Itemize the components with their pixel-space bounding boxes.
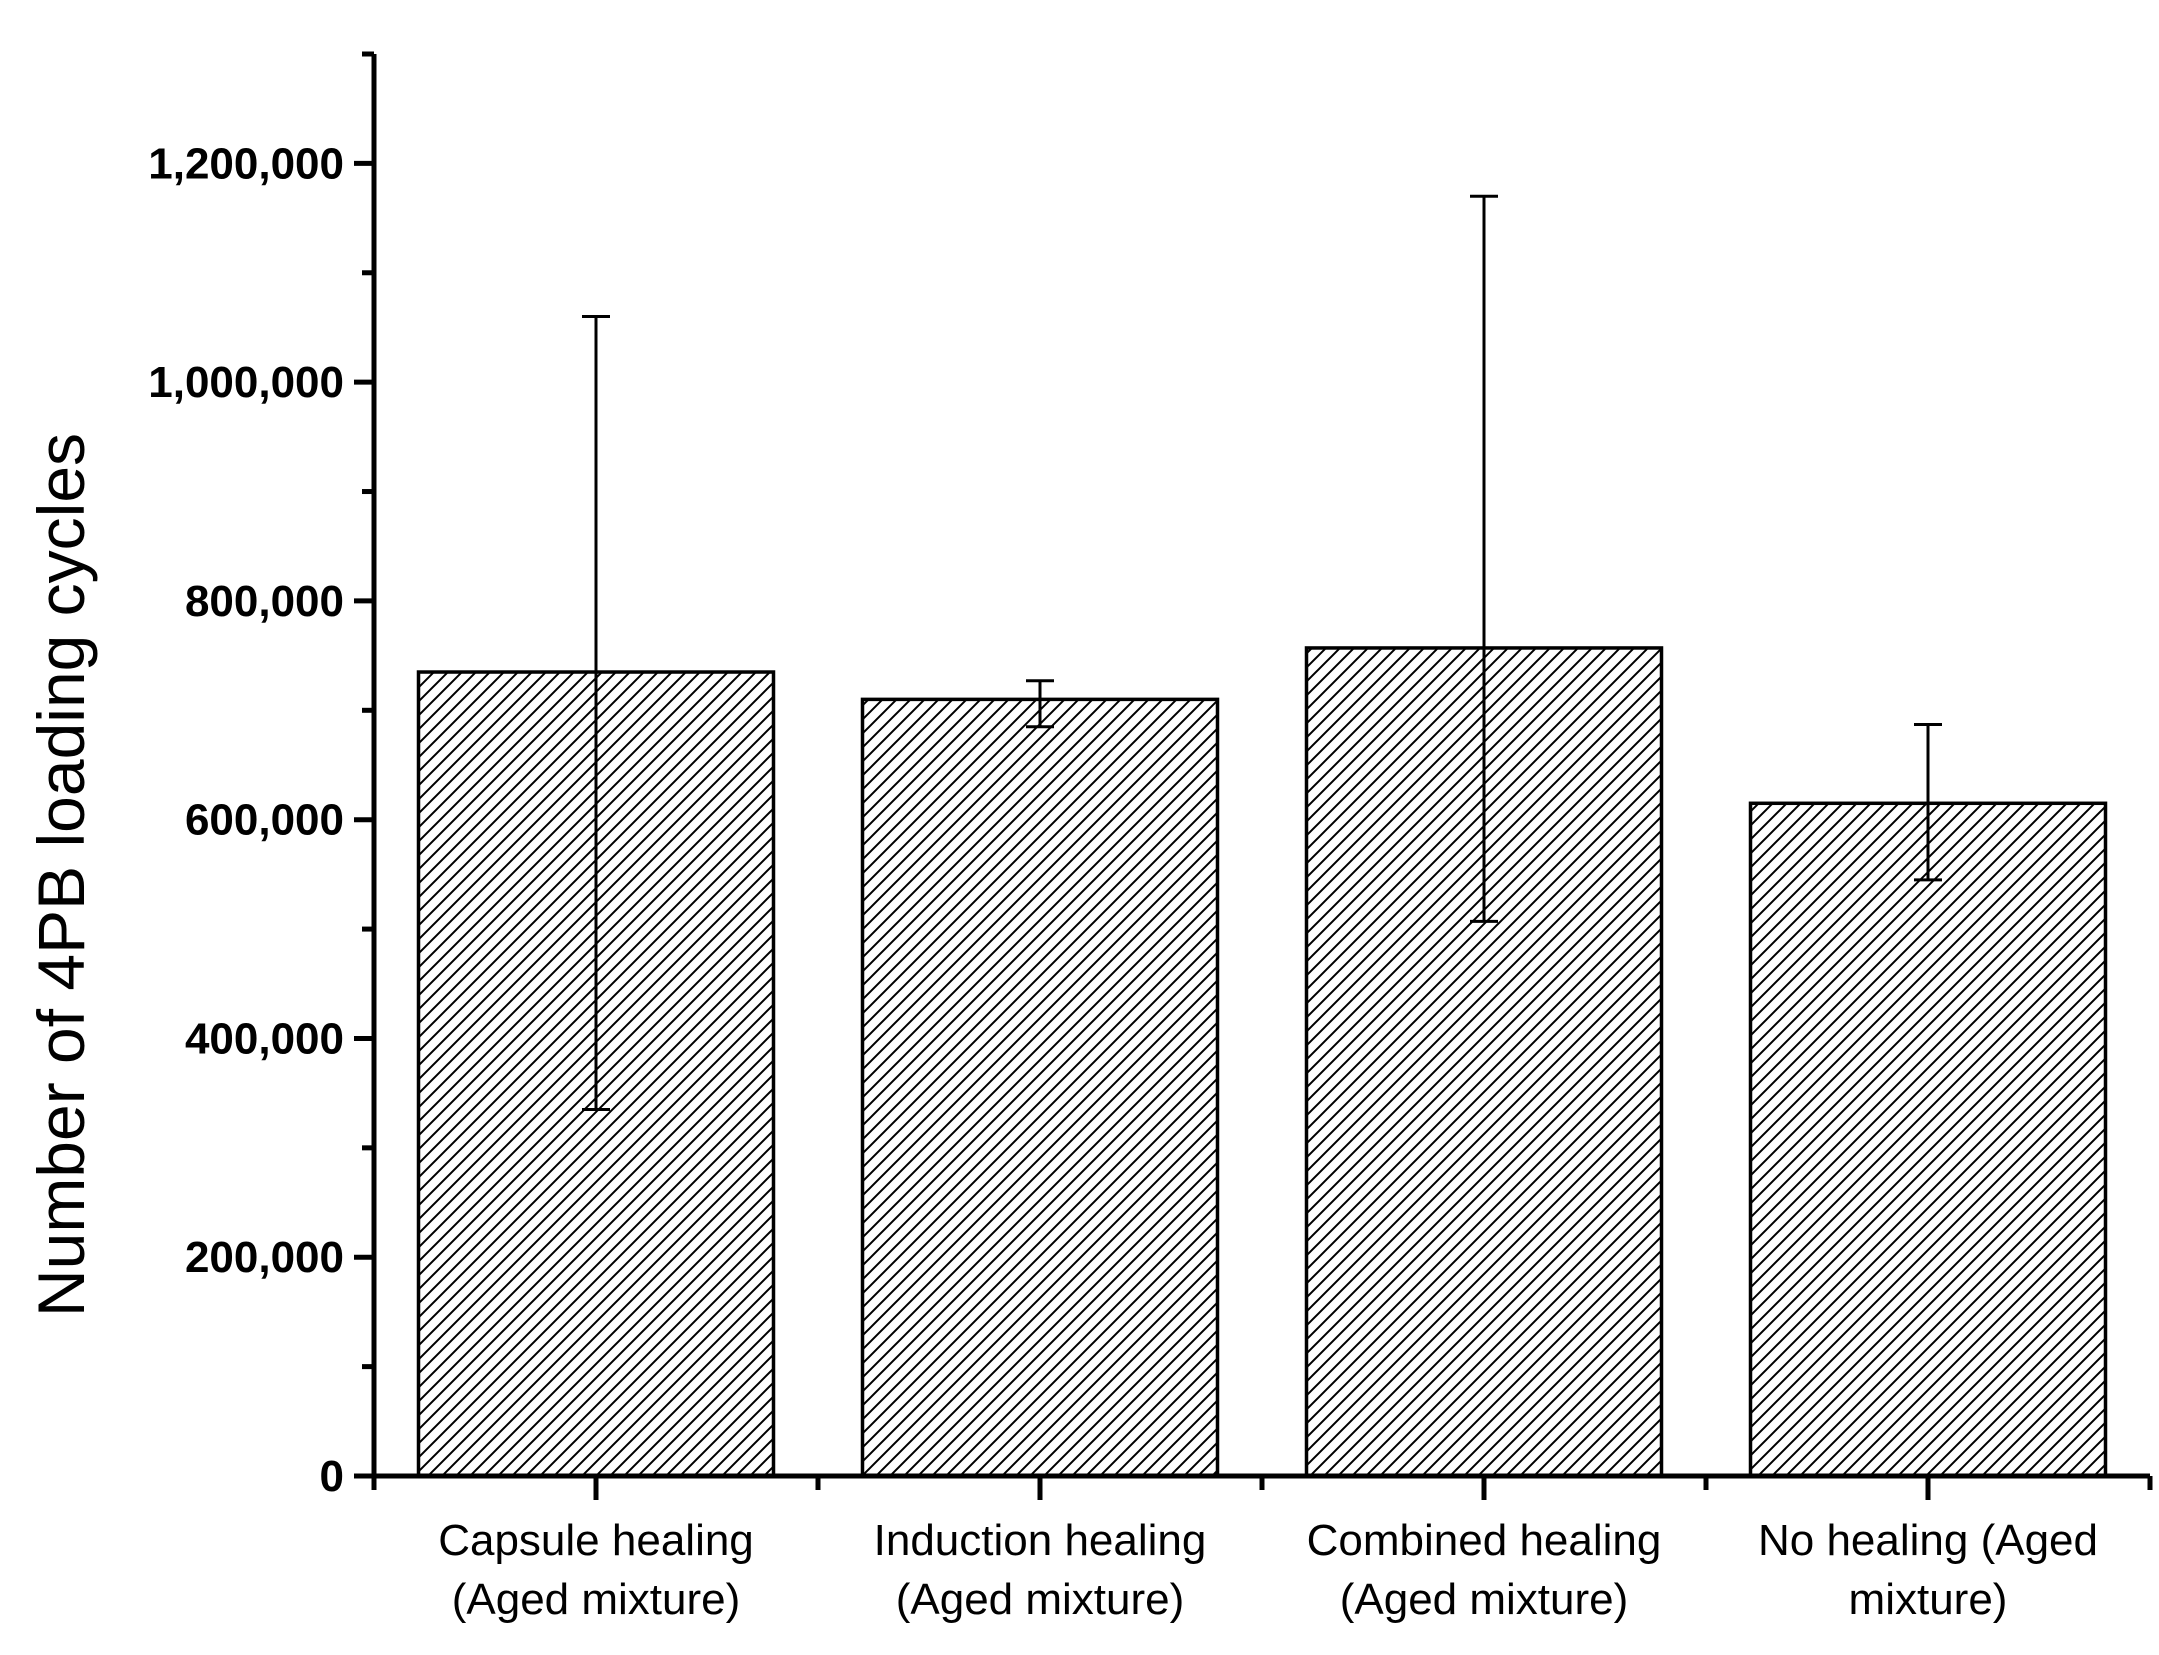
y-tick-label: 600,000 xyxy=(185,796,344,845)
x-tick-label-1-line-2: (Aged mixture) xyxy=(452,1575,741,1624)
bar-chart: 0 200,000 400,000 600,000 800,000 1,000,000 1,… xyxy=(0,0,2159,1655)
chart-container: 0 200,000 400,000 600,000 800,000 1,000,000 1,… xyxy=(0,0,2159,1655)
bar-4 xyxy=(1751,803,2106,1476)
x-tick-label-4-line-1: No healing (Aged xyxy=(1758,1516,2098,1565)
x-tick-label-4-line-2: mixture) xyxy=(1849,1575,2008,1624)
y-tick-label: 1,000,000 xyxy=(148,358,344,407)
y-tick-label: 800,000 xyxy=(185,577,344,626)
x-tick-label-2-line-1: Induction healing xyxy=(874,1516,1207,1565)
y-axis-label: Number of 4PB loading cycles xyxy=(24,433,98,1317)
bar-2 xyxy=(863,699,1218,1476)
x-tick-label-3-line-2: (Aged mixture) xyxy=(1340,1575,1629,1624)
x-tick-label-2-line-2: (Aged mixture) xyxy=(896,1575,1185,1624)
x-tick-label-1-line-1: Capsule healing xyxy=(438,1516,754,1565)
y-tick-label: 200,000 xyxy=(185,1233,344,1282)
y-tick-label: 400,000 xyxy=(185,1014,344,1063)
x-tick-label-3-line-1: Combined healing xyxy=(1307,1516,1662,1565)
y-tick-label: 1,200,000 xyxy=(148,139,344,188)
y-tick-label: 0 xyxy=(320,1452,344,1501)
